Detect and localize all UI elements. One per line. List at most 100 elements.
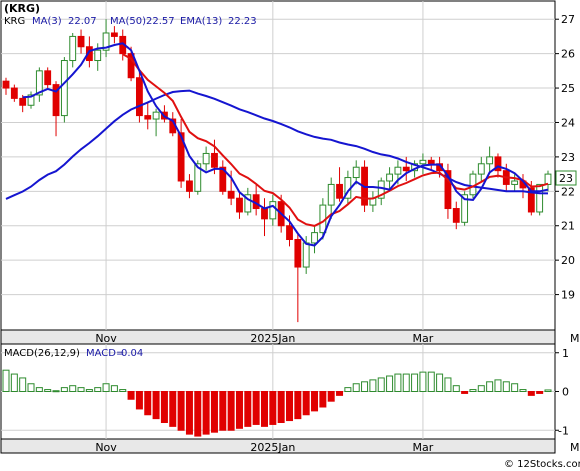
macd-x-axis: Nov2025JanMarMayJulSep [95, 441, 580, 454]
macd-bar-positive [69, 385, 77, 392]
candle-down [494, 156, 502, 172]
main-y-tick-label: 27 [561, 13, 575, 26]
main-x-axis: Nov2025JanMarMayJulSep [95, 332, 580, 345]
macd-bar-negative [169, 391, 177, 427]
macd-x-tick-label: Nov [95, 441, 117, 454]
macd-y-tick-label: -1 [558, 424, 569, 437]
candle-down [227, 190, 235, 199]
ma50-line [5, 89, 549, 200]
macd-x-tick-label: Mar [413, 441, 434, 454]
main-y-tick-label: 20 [561, 254, 575, 267]
main-plot-area [0, 0, 556, 331]
macd-bar-positive [436, 373, 444, 392]
macd-bar-positive [77, 387, 85, 392]
legend-macd-label: MACD(26,12,9) [4, 348, 80, 359]
macd-bar-negative [252, 391, 260, 425]
site-credit: © 12Stocks.com [504, 459, 580, 470]
macd-bar-negative [319, 391, 327, 408]
candle-up [511, 180, 519, 185]
candle-up [152, 111, 160, 120]
macd-bar-positive [469, 389, 477, 392]
candle-up [419, 159, 427, 165]
candle-down [261, 208, 268, 220]
macd-x-tick-label: May [570, 441, 580, 454]
candle-down [219, 166, 227, 192]
candle-down [402, 166, 410, 172]
macd-histogram [2, 369, 552, 437]
macd-bar-negative [210, 391, 218, 433]
candle-up [377, 180, 385, 199]
chart-title: (KRG) [4, 2, 40, 15]
candle-down [186, 180, 193, 192]
macd-bar-negative [244, 391, 252, 427]
macd-x-tick-label: 2025Jan [250, 441, 295, 454]
candle-up [69, 35, 77, 62]
macd-bar-negative [235, 391, 243, 429]
macd-bar-positive [394, 373, 402, 392]
ema13-line [122, 53, 549, 227]
candle-down [236, 197, 243, 213]
macd-bar-positive [419, 371, 427, 392]
macd-bar-positive [494, 379, 502, 392]
main-x-tick-label: 2025Jan [250, 332, 295, 345]
macd-bar-positive [411, 373, 419, 392]
macd-bar-negative [194, 391, 202, 437]
macd-bar-negative [160, 391, 168, 423]
macd-bar-positive [519, 389, 527, 392]
candle-down [85, 46, 93, 62]
macd-bar-positive [361, 381, 369, 392]
macd-bar-negative [311, 391, 319, 412]
macd-bar-negative [269, 391, 277, 425]
main-y-tick-label: 22 [561, 185, 575, 198]
candle-down [127, 53, 135, 79]
candle-up [102, 32, 110, 51]
legend-ema13-label: EMA(13) [180, 16, 222, 27]
candle-down [44, 70, 52, 86]
ma3-line [22, 42, 549, 247]
macd-y-tick-label: 1 [562, 347, 569, 360]
legend-ticker: KRG [4, 16, 25, 27]
candle-up [486, 156, 494, 165]
macd-bar-negative [152, 391, 160, 420]
candle-down [211, 152, 218, 168]
candle-up [544, 173, 552, 185]
macd-bar-negative [135, 391, 143, 410]
main-xaxis-band [0, 329, 556, 345]
macd-bar-negative [202, 391, 210, 435]
macd-bar-negative [302, 391, 310, 416]
candle-down [135, 77, 143, 117]
legend-macd-eq: MACD= [86, 348, 124, 359]
candle-down [444, 170, 452, 210]
main-y-tick-label: 23 [561, 151, 575, 164]
candle-up [60, 60, 68, 117]
macd-bar-positive [27, 383, 35, 392]
macd-xaxis-band [0, 438, 556, 454]
macd-bar-positive [119, 389, 127, 392]
candle-down [336, 183, 343, 199]
macd-y-tick-label: 0 [562, 386, 569, 399]
candle-down [19, 97, 27, 106]
candle-up [536, 183, 544, 213]
macd-bar-negative [144, 391, 152, 416]
macd-bar-positive [2, 369, 10, 392]
candle-up [27, 94, 35, 106]
candle-up [311, 232, 318, 244]
candle-up [269, 201, 277, 220]
candle-up [461, 194, 469, 223]
main-y-tick-label: 26 [561, 48, 575, 61]
macd-bar-positive [502, 381, 510, 392]
macd-bar-positive [110, 385, 118, 392]
candle-down [527, 187, 535, 213]
candle-up [194, 163, 202, 192]
macd-bar-positive [352, 383, 360, 392]
macd-bar-negative [219, 391, 227, 431]
candle-up [327, 183, 335, 206]
candle-down [452, 208, 460, 223]
legend-ma3-label: MA(3) [32, 16, 62, 27]
candle-down [427, 159, 435, 165]
candle-down [294, 239, 302, 268]
macd-y-axis: -1 0 1 [555, 347, 569, 437]
candle-up [394, 166, 402, 175]
main-y-tick-label: 19 [561, 289, 575, 302]
